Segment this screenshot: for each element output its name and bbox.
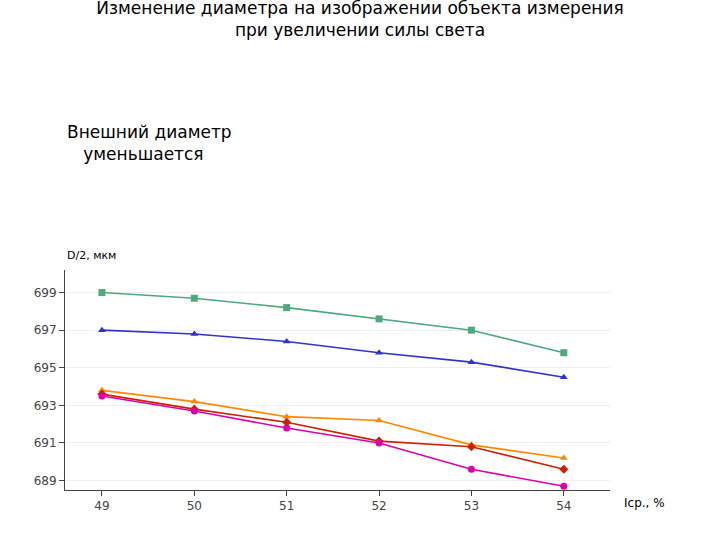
svg-text:689: 689 (34, 474, 57, 488)
svg-text:691: 691 (34, 436, 57, 450)
svg-text:53: 53 (464, 499, 479, 513)
svg-text:54: 54 (556, 499, 571, 513)
svg-text:695: 695 (34, 361, 57, 375)
svg-text:Изменение диаметра на изображе: Изменение диаметра на изображении объект… (96, 0, 624, 40)
svg-text:52: 52 (371, 499, 386, 513)
svg-text:51: 51 (279, 499, 294, 513)
svg-text:693: 693 (34, 399, 57, 413)
svg-text:697: 697 (34, 323, 57, 337)
svg-text:Внешний диаметр уменьшается: Внешний диаметр уменьшается (67, 122, 232, 164)
svg-text:50: 50 (187, 499, 202, 513)
svg-text:Iср., %: Iср., % (624, 496, 665, 510)
svg-text:D/2, мкм: D/2, мкм (67, 249, 116, 262)
svg-text:699: 699 (34, 286, 57, 300)
svg-text:49: 49 (94, 499, 109, 513)
